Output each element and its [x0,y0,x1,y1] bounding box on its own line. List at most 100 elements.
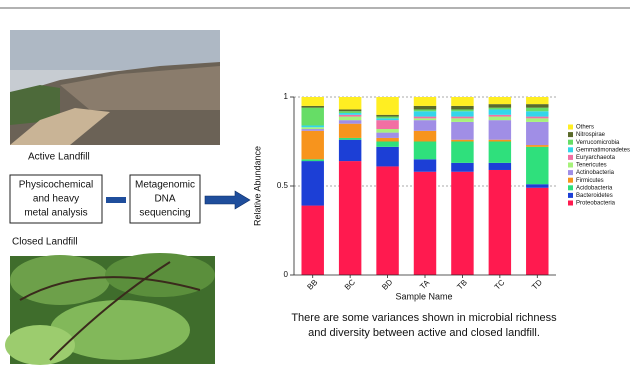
bar-segment [414,97,436,106]
bar-segment [489,142,511,163]
legend-label: Tenericutes [576,163,607,169]
legend-label: Proteobacteria [576,201,616,207]
legend-label: Nitrospirae [576,132,606,138]
legend-swatch [568,193,573,198]
bar-segment [526,111,548,116]
closed-landfill-photo [5,253,215,365]
legend-swatch [568,155,573,160]
bar-segment [339,113,361,115]
bar-segment [376,117,398,119]
bar-segment [301,129,323,131]
bar-segment [414,111,436,116]
x-axis-title: Sample Name [395,291,452,301]
bar-segment [451,122,473,140]
legend-swatch [568,163,573,168]
x-tick-label: TB [455,278,469,292]
bar-segment [451,163,473,172]
bar-segment [451,118,473,122]
bar-segment [301,127,323,129]
graphical-abstract: Active Landfill Physicochemical and heav… [0,0,630,365]
y-tick-label: 0.5 [277,181,289,190]
caption-line: and diversity between active and closed … [308,327,540,339]
y-axis-title: Relative Abundance [252,146,262,226]
legend-swatch [568,125,573,130]
bar-segment [489,115,511,117]
bar-segment [451,97,473,106]
bar-segment [451,172,473,275]
bar-segment [301,97,323,106]
legend-swatch [568,140,573,145]
bar-segment [301,131,323,159]
bar-segment [339,111,361,113]
analysis-line: and heavy [33,194,79,205]
closed-label: Closed Landfill [12,237,78,248]
caption-line: There are some variances shown in microb… [291,312,557,324]
legend-label: Actinobacteria [576,170,615,176]
bar-segment [451,140,473,142]
y-tick-label: 0 [284,270,289,279]
analysis-line: metal analysis [24,208,87,219]
bar-segment [451,111,473,116]
bar-segment [339,117,361,121]
arrow [205,191,250,209]
active-label: Active Landfill [28,152,90,163]
bar-segment [376,97,398,115]
bar-segment [376,133,398,138]
bar-segment [414,117,436,119]
legend-label: Bacteroidetes [576,193,613,199]
bar-segment [339,115,361,117]
legend-swatch [568,178,573,183]
legend-swatch [568,132,573,137]
x-tick-label: TA [418,278,432,292]
bar-segment [339,138,361,140]
bar-segment [526,104,548,108]
legend-swatch [568,147,573,152]
x-tick-label: TC [493,278,507,292]
bar-segment [376,115,398,117]
bar-segment [376,118,398,120]
bar-segment [451,117,473,119]
bar-segment [339,109,361,111]
bar-segment [414,142,436,160]
bar-segment [489,140,511,142]
bar-segment [376,147,398,167]
sequencing-line: Metagenomic [135,180,195,191]
bar-segment [489,109,511,114]
bar-segment [526,118,548,122]
bar-segment [414,131,436,142]
sequencing-line: DNA [154,194,175,205]
bar-segment [414,106,436,110]
legend-swatch [568,170,573,175]
bar-segment [414,159,436,171]
bar-segment [489,117,511,121]
bar-segment [376,166,398,275]
legend-label: Acidobacteria [576,185,613,191]
bar-segment [414,118,436,120]
bar-segment [489,120,511,140]
bar-segment [414,172,436,275]
bar-segment [489,97,511,104]
legend-swatch [568,185,573,190]
bar-segment [339,120,361,124]
bar-segment [301,108,323,126]
bar-segment [489,170,511,275]
x-tick-label: BD [380,277,394,291]
legend-label: Verrucomicrobia [576,140,620,146]
bar-segment [414,120,436,131]
bar-segment [376,142,398,147]
bar-segment [451,106,473,110]
bar-segment [526,117,548,119]
x-tick-label: BC [343,277,357,291]
bar-segment [451,109,473,111]
bar-segment [376,120,398,129]
y-tick-label: 1 [284,92,289,101]
bar-segment [489,108,511,110]
x-tick-label: BB [305,278,319,292]
bar-segment [526,108,548,112]
legend-label: Firmicutes [576,178,604,184]
bar-segment [376,129,398,133]
bar-segment [301,206,323,275]
bar-segment [414,109,436,111]
bar-segment [526,188,548,275]
active-landfill-photo [10,30,220,145]
